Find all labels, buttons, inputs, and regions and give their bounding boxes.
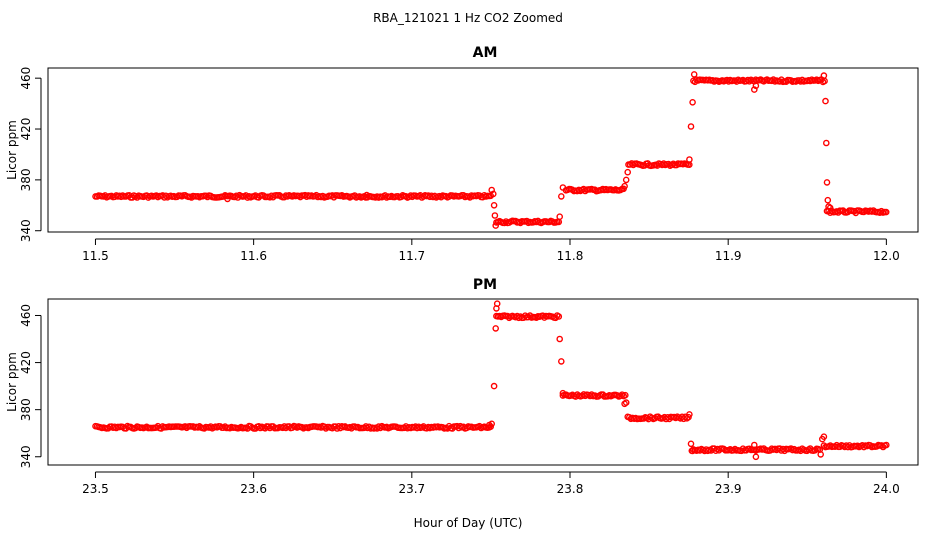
pm-y-tick-label: 340 <box>19 445 33 468</box>
pm-y-axis-label: Licor ppm <box>5 352 19 412</box>
pm-segment-3 <box>624 413 692 423</box>
am-y-tick-label: 340 <box>19 219 33 242</box>
am-x-tick-label: 11.5 <box>82 249 109 263</box>
figure-title: RBA_121021 1 Hz CO2 Zoomed <box>373 11 563 25</box>
pm-chart-panel: PM Licor ppm 23.5 23.6 23.7 23.8 23.9 24.0 34… <box>5 277 919 496</box>
am-data-point <box>823 139 830 147</box>
pm-panel-title: PM <box>473 277 497 293</box>
am-x-tick-label: 12.0 <box>873 249 900 263</box>
am-data-point <box>558 193 565 200</box>
am-data-point <box>690 71 698 78</box>
pm-segment-0 <box>92 422 495 432</box>
am-data-point <box>621 182 628 190</box>
pm-x-tick-label: 23.7 <box>398 482 425 496</box>
am-y-tick-label: 460 <box>19 67 33 90</box>
pm-x-tick-label: 24.0 <box>873 482 900 496</box>
am-x-tick-label: 11.6 <box>240 249 267 263</box>
am-plot-frame <box>47 67 919 233</box>
pm-data-point <box>622 391 629 399</box>
am-data-point <box>687 123 695 130</box>
pm-data-point <box>751 441 758 449</box>
am-data-point <box>822 97 829 105</box>
am-data-point <box>559 184 567 191</box>
am-y-tick-label: 380 <box>19 168 33 191</box>
am-x-axis: 11.5 11.6 11.7 11.8 11.9 12.0 <box>82 238 900 263</box>
pm-y-axis: 340 380 420 460 <box>19 304 42 468</box>
am-data-point <box>686 156 693 163</box>
am-y-axis-label: Licor ppm <box>5 120 19 180</box>
pm-x-axis: 23.5 23.6 23.7 23.8 23.9 24.0 <box>82 471 900 496</box>
pm-data-point <box>556 335 564 343</box>
pm-y-tick-label: 420 <box>19 351 33 374</box>
pm-segment-2 <box>559 391 629 400</box>
am-data-point <box>882 208 890 216</box>
pm-x-tick-label: 23.6 <box>240 482 267 496</box>
am-segment-0 <box>92 191 495 201</box>
pm-data-point <box>752 453 760 461</box>
am-data-point <box>556 213 564 220</box>
am-y-axis: 340 380 420 460 <box>19 67 42 242</box>
am-chart-panel: AM Licor ppm 11.5 11.6 11.7 11.8 11.9 12.0 34… <box>5 45 919 263</box>
pm-data-point <box>488 420 496 428</box>
am-data-point <box>492 222 500 229</box>
pm-data-point <box>687 440 695 448</box>
pm-segment-4 <box>688 445 824 455</box>
pm-y-tick-label: 460 <box>19 304 33 327</box>
am-x-tick-label: 11.9 <box>715 249 742 263</box>
am-x-tick-label: 11.8 <box>557 249 584 263</box>
pm-segment-1 <box>493 312 563 322</box>
pm-data-point <box>559 389 567 397</box>
am-data-point <box>751 86 758 93</box>
am-segment-1 <box>493 217 563 227</box>
am-data-point <box>624 168 632 176</box>
am-panel-title: AM <box>473 45 498 61</box>
pm-data-point <box>492 325 500 332</box>
pm-data-point <box>555 313 563 320</box>
am-data-point <box>489 190 497 198</box>
pm-x-tick-label: 23.5 <box>82 482 109 496</box>
am-y-tick-label: 420 <box>19 118 33 141</box>
am-data-marks <box>92 71 890 229</box>
pm-data-point <box>686 411 693 418</box>
am-data-point <box>824 196 832 204</box>
am-x-tick-label: 11.7 <box>398 249 425 263</box>
pm-data-point <box>622 399 630 406</box>
am-data-point <box>823 179 831 186</box>
am-segment-5 <box>823 207 890 217</box>
am-segment-3 <box>625 160 693 170</box>
pm-data-point <box>817 451 825 458</box>
pm-x-tick-label: 23.8 <box>557 482 584 496</box>
am-data-point <box>622 176 630 184</box>
am-data-point <box>826 204 834 212</box>
am-segment-2 <box>562 185 627 195</box>
am-data-point <box>752 82 760 90</box>
pm-x-tick-label: 23.9 <box>715 482 742 496</box>
am-data-point <box>363 191 371 199</box>
pm-data-point <box>689 447 696 455</box>
am-data-point <box>820 72 828 79</box>
pm-data-point <box>883 441 890 449</box>
pm-segment-5 <box>820 441 890 451</box>
am-data-point <box>490 201 498 209</box>
pm-y-tick-label: 380 <box>19 398 33 421</box>
pm-data-marks <box>92 300 890 461</box>
pm-data-point <box>493 300 501 308</box>
pm-data-point <box>820 433 828 441</box>
am-segment-4 <box>690 76 828 86</box>
am-data-point <box>224 195 231 203</box>
pm-data-point <box>558 358 565 365</box>
pm-plot-frame <box>47 298 919 466</box>
am-data-point <box>689 99 696 106</box>
pm-data-point <box>490 382 498 390</box>
pm-data-point <box>618 391 626 399</box>
x-axis-label: Hour of Day (UTC) <box>414 516 523 530</box>
am-data-point <box>491 212 499 219</box>
